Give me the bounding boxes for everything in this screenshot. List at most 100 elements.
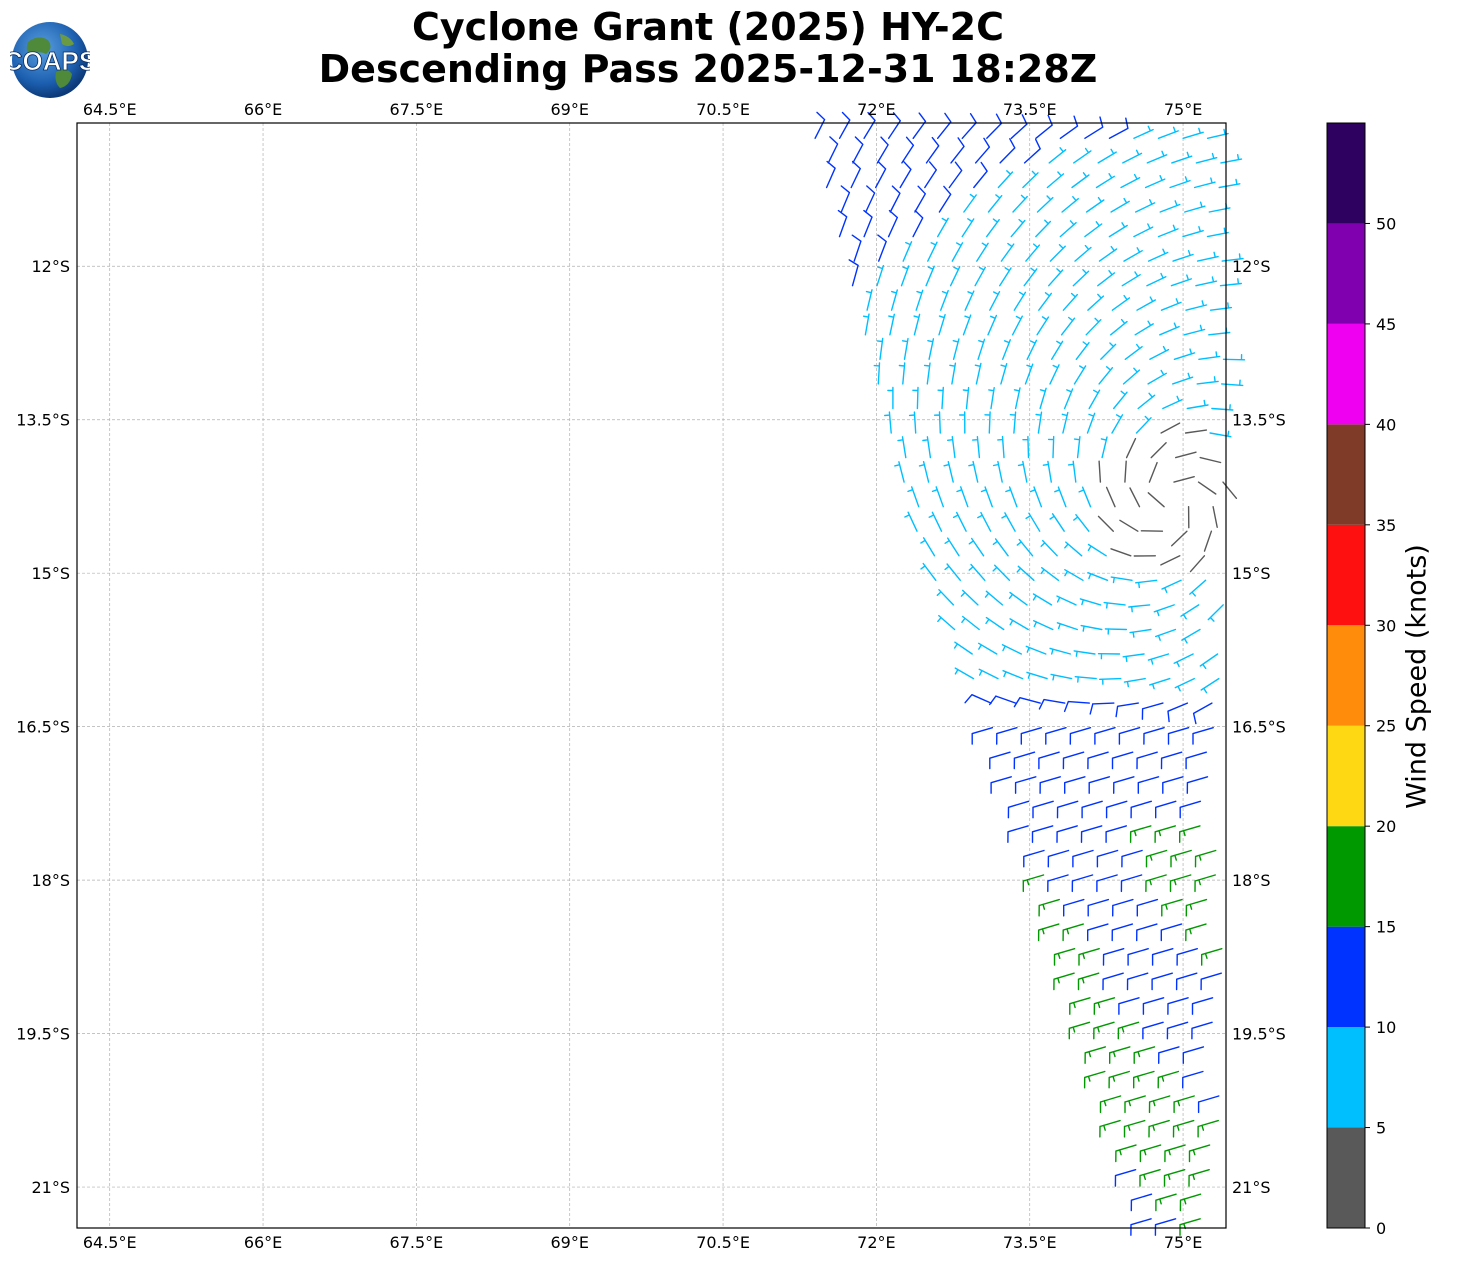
- wind-barb: [1161, 898, 1183, 917]
- wind-barb: [1130, 800, 1152, 819]
- wind-barb: [1124, 460, 1127, 483]
- wind-barb: [876, 265, 885, 287]
- wind-barb: [938, 314, 946, 336]
- wind-barb: [1176, 948, 1198, 966]
- wind-barb: [1087, 898, 1110, 917]
- colorbar-tick-label: 40: [1376, 415, 1396, 434]
- wind-barb: [1186, 776, 1209, 794]
- wind-barb: [1100, 436, 1108, 459]
- wind-barb: [1207, 604, 1224, 622]
- wind-barb: [1089, 702, 1115, 715]
- colorbar-bin: [1327, 826, 1365, 927]
- wind-barb: [1192, 702, 1213, 725]
- wind-barb: [1172, 250, 1194, 262]
- wind-barb: [1049, 244, 1066, 262]
- wind-barb: [1191, 1021, 1213, 1040]
- wind-barb: [1167, 702, 1189, 723]
- wind-barb: [992, 460, 1003, 483]
- wind-barb: [931, 486, 944, 508]
- wind-barb: [1005, 486, 1018, 508]
- wind-barb: [1164, 1144, 1186, 1163]
- wind-barb: [1130, 1218, 1152, 1236]
- wind-barb: [1141, 702, 1164, 720]
- wind-barb: [1188, 1144, 1211, 1163]
- wind-barb: [1154, 1218, 1177, 1236]
- wind-barb: [1049, 647, 1072, 655]
- wind-barb: [943, 461, 954, 483]
- wind-barb: [1012, 194, 1028, 213]
- wind-barb: [1122, 653, 1145, 663]
- lat-ticks-left: 12°S 13.5°S 15°S 16.5°S 18°S 19.5°S 21°S: [16, 257, 70, 1197]
- globe-land-shape: [55, 69, 72, 88]
- wind-barb: [1097, 515, 1114, 532]
- wind-barb: [865, 289, 873, 311]
- wind-barb: [989, 695, 1017, 706]
- wind-barb: [912, 209, 924, 238]
- wind-barb: [1155, 628, 1177, 641]
- wind-barb: [944, 563, 961, 581]
- wind-barb: [1157, 224, 1179, 238]
- wind-barb: [1105, 825, 1127, 843]
- lon-ticks-top: 64.5°E 66°E 67.5°E 69°E 70.5°E 72°E 73.5°E 75°E: [83, 100, 1202, 119]
- wind-barb: [952, 511, 967, 532]
- wind-barb: [1147, 248, 1169, 262]
- wind-barb: [1175, 451, 1197, 459]
- colorbar-bin: [1327, 725, 1365, 827]
- wind-barb: [1129, 825, 1152, 843]
- wind-barb: [1023, 138, 1041, 164]
- wind-barb: [1104, 628, 1128, 635]
- wind-barb: [848, 259, 859, 287]
- wind-barb: [1147, 653, 1170, 665]
- wind-barb: [1045, 727, 1067, 745]
- wind-barb: [1188, 1169, 1210, 1187]
- lon-tick-label: 72°E: [857, 100, 895, 119]
- colorbar-bin: [1327, 625, 1365, 726]
- wind-barb: [977, 338, 986, 360]
- wind-barb: [1113, 776, 1135, 794]
- wind-barb: [1151, 948, 1174, 966]
- wind-barb: [987, 314, 998, 336]
- wind-barb: [1162, 776, 1184, 794]
- wind-barb: [1149, 677, 1171, 690]
- wind-barb: [1174, 677, 1195, 692]
- colorbar-tick-label: 30: [1376, 616, 1396, 635]
- wind-barb: [1160, 422, 1181, 434]
- wind-barb: [1169, 176, 1191, 189]
- wind-barb: [1150, 442, 1167, 459]
- wind-barb: [1026, 671, 1048, 680]
- wind-barb: [1038, 292, 1052, 311]
- wind-barb: [1110, 197, 1130, 213]
- wind-barb: [1064, 569, 1084, 581]
- wind-barb: [1098, 245, 1118, 262]
- wind-barb: [1189, 579, 1207, 597]
- wind-barb: [1084, 116, 1104, 139]
- wind-barb: [1114, 1169, 1137, 1187]
- wind-barb: [1199, 653, 1219, 670]
- lon-tick-label: 69°E: [550, 1233, 588, 1252]
- wind-barb: [1097, 653, 1121, 660]
- wind-barb: [1013, 387, 1021, 410]
- wind-barb: [1049, 364, 1060, 385]
- wind-barb: [1108, 222, 1128, 238]
- wind-barb: [1071, 172, 1090, 189]
- wind-barb: [974, 362, 982, 385]
- wind-barb: [1219, 278, 1242, 287]
- lat-tick-label: 15°S: [31, 564, 70, 583]
- wind-barb: [1088, 776, 1111, 794]
- wind-barb: [900, 265, 910, 287]
- wind-barb: [876, 337, 884, 360]
- lat-tick-label: 21°S: [1232, 1178, 1271, 1197]
- wind-barb: [1135, 199, 1156, 213]
- wind-barb: [1139, 1144, 1162, 1163]
- wind-barb: [1167, 727, 1190, 745]
- wind-barb: [1159, 200, 1181, 213]
- wind-barb: [1119, 519, 1139, 532]
- wind-barb: [1171, 530, 1188, 547]
- wind-barb: [1073, 650, 1096, 657]
- wind-barb: [888, 313, 895, 336]
- wind-barb: [1031, 825, 1054, 843]
- wind-barb: [925, 265, 935, 287]
- wind-barb: [922, 436, 932, 459]
- wind-barb: [875, 160, 887, 189]
